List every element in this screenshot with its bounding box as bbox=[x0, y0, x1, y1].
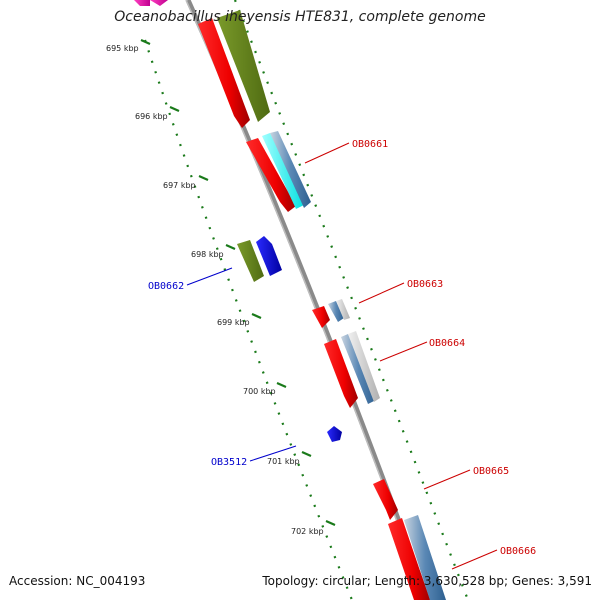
gene-label-ob3512[interactable]: OB3512 bbox=[211, 457, 247, 468]
gene-feature[interactable] bbox=[341, 334, 376, 404]
accession-text: Accession: NC_004193 bbox=[9, 574, 146, 588]
tick-label: 700 kbp bbox=[243, 387, 276, 396]
tick-label: 699 kbp bbox=[217, 318, 250, 327]
gene-feature[interactable] bbox=[134, 0, 150, 6]
map-title: Oceanobacillus iheyensis HTE831, complet… bbox=[114, 9, 486, 25]
gene-feature[interactable] bbox=[388, 518, 430, 600]
gene-feature[interactable] bbox=[404, 515, 446, 600]
genome-summary-text: Topology: circular; Length: 3,630,528 bp… bbox=[262, 574, 592, 588]
gene-feature[interactable] bbox=[328, 301, 344, 322]
connector-line bbox=[379, 341, 428, 362]
gene-label-ob0664[interactable]: OB0664 bbox=[429, 338, 465, 349]
label-connectors bbox=[186, 142, 498, 570]
connector-line bbox=[186, 267, 233, 286]
gene-feature[interactable] bbox=[324, 339, 358, 408]
tick-label: 698 kbp bbox=[191, 250, 224, 259]
tick-mark bbox=[140, 38, 151, 46]
connector-line bbox=[249, 445, 297, 462]
gene-feature[interactable] bbox=[327, 426, 342, 442]
gene-label-ob0662[interactable]: OB0662 bbox=[148, 281, 184, 292]
tick-mark bbox=[325, 519, 336, 527]
reverse-strand-genes bbox=[237, 236, 342, 442]
gene-label-ob0661[interactable]: OB0661 bbox=[352, 139, 388, 150]
gene-label-ob0666[interactable]: OB0666 bbox=[500, 546, 536, 557]
forward-strand-genes bbox=[134, 0, 446, 600]
tick-mark bbox=[198, 174, 209, 182]
gene-feature[interactable] bbox=[256, 236, 282, 276]
gene-feature[interactable] bbox=[336, 299, 350, 320]
tick-mark bbox=[301, 450, 312, 458]
gene-labels: OB0661 OB0662 OB0663 OB0664 OB3512 OB066… bbox=[148, 139, 536, 557]
tick-labels: 695 kbp 696 kbp 697 kbp 698 kbp 699 kbp … bbox=[106, 44, 324, 536]
tick-mark bbox=[276, 381, 287, 389]
tick-label: 696 kbp bbox=[135, 112, 168, 121]
outer-scale-track bbox=[233, 0, 470, 601]
gene-feature[interactable] bbox=[246, 138, 296, 212]
tick-mark bbox=[225, 243, 236, 251]
gene-feature[interactable] bbox=[373, 479, 398, 520]
gene-feature[interactable] bbox=[150, 0, 168, 6]
tick-label: 695 kbp bbox=[106, 44, 139, 53]
tick-mark bbox=[169, 105, 180, 113]
tick-label: 697 kbp bbox=[163, 181, 196, 190]
tick-label: 702 kbp bbox=[291, 527, 324, 536]
tick-label: 701 kbp bbox=[267, 457, 300, 466]
connector-line bbox=[451, 549, 498, 570]
gene-feature[interactable] bbox=[312, 306, 330, 328]
tick-mark bbox=[251, 312, 262, 320]
gene-label-ob0665[interactable]: OB0665 bbox=[473, 466, 509, 477]
connector-line bbox=[358, 282, 405, 304]
gene-label-ob0663[interactable]: OB0663 bbox=[407, 279, 443, 290]
gene-feature[interactable] bbox=[270, 131, 311, 208]
connector-line bbox=[423, 469, 471, 490]
gene-feature[interactable] bbox=[262, 133, 306, 209]
gene-feature[interactable] bbox=[237, 240, 264, 282]
connector-line bbox=[304, 142, 350, 164]
gene-feature[interactable] bbox=[348, 331, 380, 402]
gene-feature[interactable] bbox=[198, 18, 250, 128]
gene-feature[interactable] bbox=[217, 10, 270, 122]
major-ticks bbox=[140, 38, 336, 527]
